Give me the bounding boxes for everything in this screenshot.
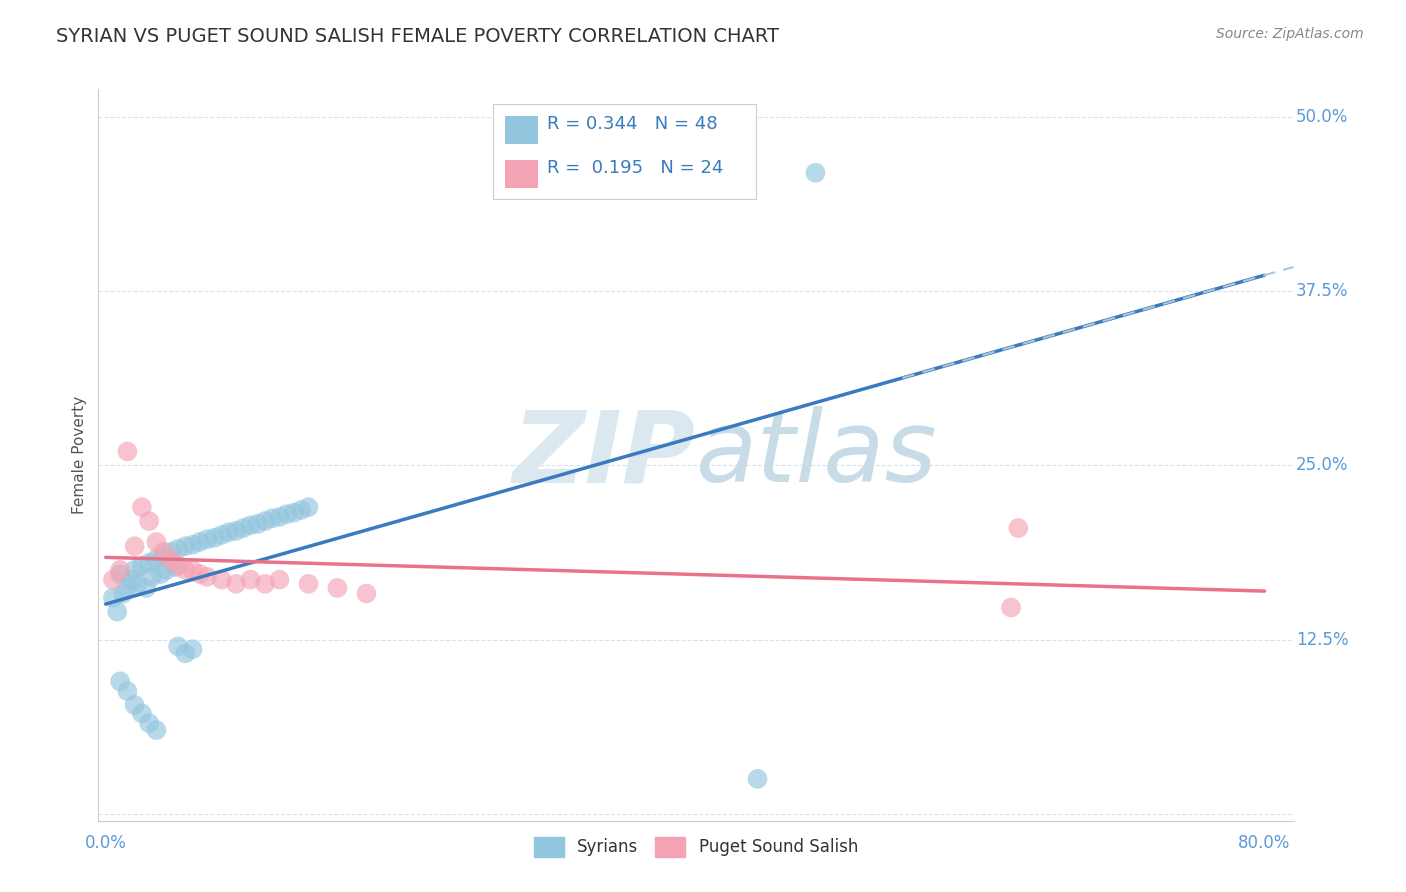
Point: [124, 563, 146, 577]
Point: [326, 581, 349, 595]
Point: [124, 698, 146, 712]
Y-axis label: Female Poverty: Female Poverty: [72, 396, 87, 514]
Point: [117, 581, 139, 595]
Point: [290, 503, 312, 517]
Point: [149, 567, 172, 582]
Point: [131, 500, 153, 515]
Point: [262, 511, 284, 525]
Point: [167, 558, 190, 573]
Point: [160, 545, 183, 559]
Point: [117, 444, 139, 458]
Point: [145, 535, 167, 549]
Bar: [505, 161, 538, 188]
Point: [145, 551, 167, 566]
Point: [188, 567, 211, 582]
Point: [239, 518, 262, 533]
Point: [145, 723, 167, 737]
Point: [1000, 600, 1022, 615]
Legend: Syrians, Puget Sound Salish: Syrians, Puget Sound Salish: [527, 830, 865, 863]
Text: 0.0%: 0.0%: [84, 834, 127, 852]
Point: [135, 581, 157, 595]
Point: [211, 573, 233, 587]
Point: [167, 640, 190, 654]
Text: R =  0.195   N = 24: R = 0.195 N = 24: [547, 159, 723, 178]
Point: [141, 570, 163, 584]
Point: [152, 549, 174, 563]
Point: [165, 560, 187, 574]
Point: [160, 553, 183, 567]
Point: [108, 674, 131, 689]
Point: [253, 576, 276, 591]
Point: [124, 539, 146, 553]
Point: [101, 591, 124, 605]
Point: [181, 538, 204, 552]
Point: [804, 166, 827, 180]
Point: [127, 576, 149, 591]
Bar: [505, 116, 538, 144]
Point: [211, 528, 233, 542]
Text: 12.5%: 12.5%: [1296, 631, 1348, 648]
Point: [167, 541, 190, 556]
Point: [276, 507, 298, 521]
Point: [174, 647, 197, 661]
Point: [283, 506, 305, 520]
Point: [138, 514, 160, 528]
Point: [239, 573, 262, 587]
Point: [108, 563, 131, 577]
Point: [1007, 521, 1029, 535]
Point: [218, 525, 240, 540]
Point: [188, 535, 211, 549]
Point: [269, 573, 291, 587]
Point: [246, 516, 269, 531]
Point: [174, 539, 197, 553]
Point: [225, 524, 247, 538]
Point: [121, 573, 143, 587]
Point: [269, 510, 291, 524]
Text: R = 0.344   N = 48: R = 0.344 N = 48: [547, 115, 717, 133]
Point: [356, 586, 378, 600]
Text: 25.0%: 25.0%: [1296, 457, 1348, 475]
Point: [232, 521, 254, 535]
Point: [131, 706, 153, 721]
Bar: [494, 103, 756, 199]
Point: [202, 531, 225, 545]
Text: 50.0%: 50.0%: [1296, 108, 1348, 126]
Point: [225, 576, 247, 591]
Text: 80.0%: 80.0%: [1239, 834, 1291, 852]
Point: [181, 642, 204, 657]
Point: [195, 570, 218, 584]
Point: [105, 605, 128, 619]
Point: [297, 576, 319, 591]
Point: [131, 558, 153, 573]
Text: atlas: atlas: [696, 407, 938, 503]
Point: [112, 586, 135, 600]
Text: Source: ZipAtlas.com: Source: ZipAtlas.com: [1216, 27, 1364, 41]
Text: 37.5%: 37.5%: [1296, 282, 1348, 301]
Point: [174, 563, 197, 577]
Point: [747, 772, 769, 786]
Point: [297, 500, 319, 515]
Point: [138, 716, 160, 731]
Text: SYRIAN VS PUGET SOUND SALISH FEMALE POVERTY CORRELATION CHART: SYRIAN VS PUGET SOUND SALISH FEMALE POVE…: [56, 27, 779, 45]
Point: [138, 556, 160, 570]
Point: [101, 573, 124, 587]
Point: [195, 532, 218, 546]
Point: [253, 514, 276, 528]
Point: [155, 563, 177, 577]
Point: [108, 567, 131, 582]
Text: ZIP: ZIP: [513, 407, 696, 503]
Point: [117, 684, 139, 698]
Point: [152, 545, 174, 559]
Point: [181, 563, 204, 577]
